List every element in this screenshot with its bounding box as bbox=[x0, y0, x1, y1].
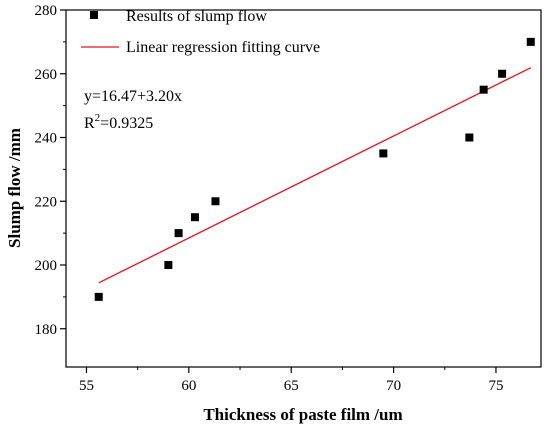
data-point bbox=[498, 69, 507, 78]
r-squared-superscript: 2 bbox=[95, 112, 101, 124]
y-tick-label: 260 bbox=[35, 67, 58, 83]
plot-area bbox=[65, 9, 542, 368]
x-tick-label: 60 bbox=[181, 378, 196, 394]
legend-marker-square bbox=[90, 11, 98, 19]
data-point bbox=[190, 213, 199, 222]
data-point bbox=[174, 229, 183, 238]
data-point bbox=[94, 292, 103, 301]
y-tick-label: 180 bbox=[35, 322, 58, 338]
y-tick-label: 200 bbox=[35, 258, 58, 274]
data-point bbox=[211, 197, 220, 206]
r-squared-value: =0.9325 bbox=[100, 115, 153, 132]
data-point bbox=[465, 133, 474, 142]
r-squared-label: R2=0.9325 bbox=[84, 112, 153, 132]
scatter-points bbox=[94, 37, 535, 301]
equation-label: y=16.47+3.20x bbox=[84, 88, 182, 105]
legend-label-results: Results of slump flow bbox=[126, 8, 267, 25]
r-squared-prefix: R bbox=[84, 115, 95, 132]
y-tick-label: 280 bbox=[35, 3, 58, 19]
regression-line bbox=[98, 67, 532, 284]
data-point bbox=[526, 37, 535, 46]
x-axis-title: Thickness of paste film /um bbox=[203, 405, 402, 424]
x-tick-label: 65 bbox=[284, 378, 299, 394]
x-tick-label: 75 bbox=[488, 378, 503, 394]
y-axis-ticks: 180 200 220 240 260 280 bbox=[35, 3, 66, 338]
data-point bbox=[479, 85, 488, 94]
fit-line-layer bbox=[98, 67, 532, 284]
y-axis-title: Slump flow /mm bbox=[5, 128, 24, 248]
x-axis-ticks: 55 60 65 70 75 bbox=[79, 367, 503, 394]
legend: Results of slump flow Linear regression … bbox=[81, 8, 320, 56]
data-point bbox=[164, 261, 173, 269]
x-tick-label: 55 bbox=[79, 378, 94, 394]
x-tick-label: 70 bbox=[386, 378, 401, 394]
y-tick-label: 240 bbox=[35, 131, 58, 147]
data-point bbox=[379, 149, 388, 158]
y-tick-label: 220 bbox=[35, 194, 58, 210]
legend-label-fit: Linear regression fitting curve bbox=[126, 39, 320, 56]
